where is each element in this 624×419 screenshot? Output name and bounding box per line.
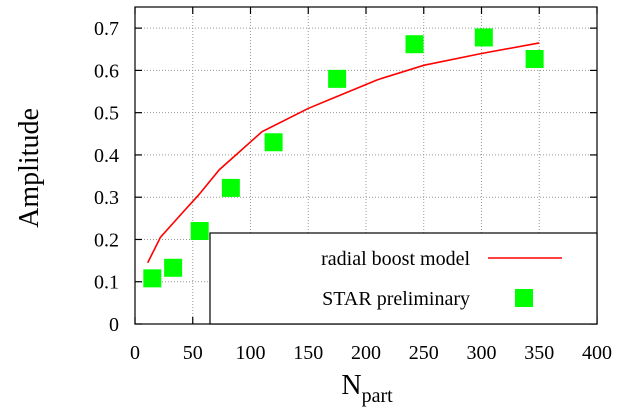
data-point-marker [143, 269, 162, 288]
y-tick-label: 0.2 [94, 229, 119, 251]
legend-box [209, 232, 598, 325]
legend: radial boost model STAR preliminary [209, 232, 598, 325]
y-tick-label: 0.6 [94, 60, 119, 82]
x-tick-label: 300 [467, 342, 497, 364]
x-tick-label: 200 [351, 342, 381, 364]
x-axis-title: Npart [341, 370, 393, 407]
data-point-marker [328, 69, 347, 88]
model-curve-line [146, 42, 540, 264]
y-axis-title: Amplitude [14, 108, 45, 228]
x-tick-label: 400 [582, 342, 612, 364]
series-layer [143, 28, 544, 288]
x-tick-label: 0 [130, 342, 140, 364]
legend-marker-swatch [515, 289, 533, 307]
x-tick-label: 100 [236, 342, 266, 364]
y-tick-label: 0.4 [94, 145, 119, 167]
x-tick-label: 150 [293, 342, 323, 364]
y-tick-label: 0.5 [94, 103, 119, 125]
axes: 0 50 100 150 200 250 300 350 400 0 0.1 0.2 0.3 0.4 0.5… [94, 6, 612, 364]
data-point-marker [264, 133, 283, 152]
data-point-marker [190, 222, 209, 241]
x-axis-title-subscript: part [362, 385, 394, 407]
y-tick-label: 0.1 [94, 272, 119, 294]
y-tick-label: 0.3 [94, 187, 119, 209]
y-tick-label: 0 [109, 314, 119, 336]
y-tick-label: 0.7 [94, 18, 119, 40]
legend-entry-label: radial boost model [321, 248, 470, 270]
x-tick-label: 350 [524, 342, 554, 364]
x-tick-label: 50 [183, 342, 203, 364]
data-point-marker [221, 178, 240, 197]
data-point-marker [525, 49, 544, 68]
data-point-marker [474, 28, 493, 47]
data-point-marker [405, 35, 424, 54]
legend-entry-label: STAR preliminary [322, 288, 470, 310]
x-tick-label: 250 [409, 342, 439, 364]
x-axis-title-main: N [341, 370, 361, 401]
data-point-marker [164, 258, 183, 277]
